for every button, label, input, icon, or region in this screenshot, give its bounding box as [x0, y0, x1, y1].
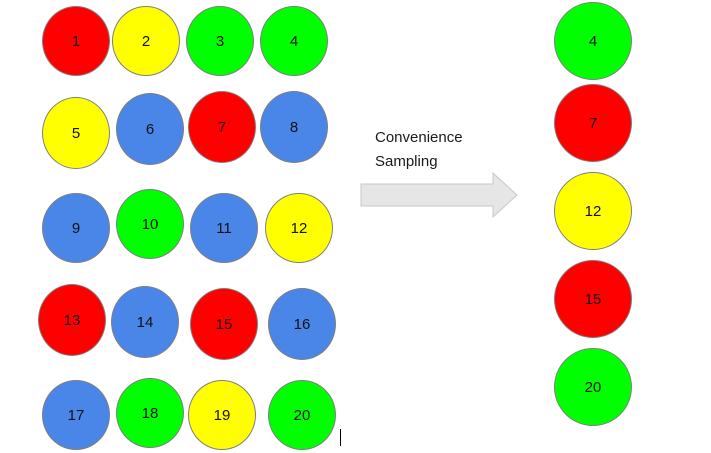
population-circle-label: 7: [217, 118, 227, 136]
sample-circle-label: 7: [588, 114, 598, 132]
population-circle-11: 11: [190, 193, 258, 263]
population-circle-label: 16: [293, 315, 311, 333]
sample-circle-label: 20: [584, 378, 602, 396]
population-circle-label: 5: [71, 124, 81, 142]
population-circle-label: 8: [289, 118, 299, 136]
population-circle-15: 15: [190, 288, 258, 360]
population-circle-16: 16: [268, 288, 336, 360]
population-circle-14: 14: [111, 286, 179, 358]
population-circle-label: 17: [67, 406, 85, 424]
population-circle-label: 1: [71, 32, 81, 50]
population-circle-3: 3: [186, 6, 254, 76]
population-circle-18: 18: [116, 378, 184, 448]
population-circle-label: 10: [141, 215, 159, 233]
sample-circle-15: 15: [554, 260, 632, 338]
arrow-caption: Convenience Sampling: [375, 126, 463, 174]
population-circle-1: 1: [42, 6, 110, 76]
population-circle-label: 2: [141, 32, 151, 50]
population-circle-7: 7: [188, 91, 256, 163]
population-circle-4: 4: [260, 6, 328, 76]
population-circle-label: 19: [213, 406, 231, 424]
population-circle-20: 20: [268, 380, 336, 450]
sample-circle-20: 20: [554, 348, 632, 426]
right-arrow-icon: [360, 171, 518, 219]
population-circle-9: 9: [42, 193, 110, 263]
population-circle-19: 19: [188, 380, 256, 450]
population-circle-label: 18: [141, 404, 159, 422]
population-circle-13: 13: [38, 284, 106, 356]
caption-line-1: Convenience: [375, 129, 463, 146]
population-circle-6: 6: [116, 93, 184, 165]
caption-line-2: Sampling: [375, 153, 438, 170]
population-circle-label: 13: [63, 311, 81, 329]
sample-circle-label: 4: [588, 32, 598, 50]
population-circle-2: 2: [112, 6, 180, 76]
population-circle-label: 15: [215, 315, 233, 333]
text-cursor: [340, 429, 341, 446]
population-circle-12: 12: [265, 193, 333, 263]
population-circle-label: 6: [145, 120, 155, 138]
population-circle-label: 3: [215, 32, 225, 50]
population-circle-17: 17: [42, 380, 110, 450]
population-circle-label: 4: [289, 32, 299, 50]
population-circle-5: 5: [42, 97, 110, 169]
sample-circle-12: 12: [554, 172, 632, 250]
population-circle-label: 20: [293, 406, 311, 424]
population-circle-10: 10: [116, 189, 184, 259]
population-circle-label: 14: [136, 313, 154, 331]
sample-circle-4: 4: [554, 2, 632, 80]
sample-circle-label: 15: [584, 290, 602, 308]
population-circle-label: 9: [71, 219, 81, 237]
sample-circle-label: 12: [584, 202, 602, 220]
population-circle-8: 8: [260, 91, 328, 163]
sample-circle-7: 7: [554, 84, 632, 162]
population-circle-label: 12: [290, 219, 308, 237]
population-circle-label: 11: [216, 219, 232, 237]
